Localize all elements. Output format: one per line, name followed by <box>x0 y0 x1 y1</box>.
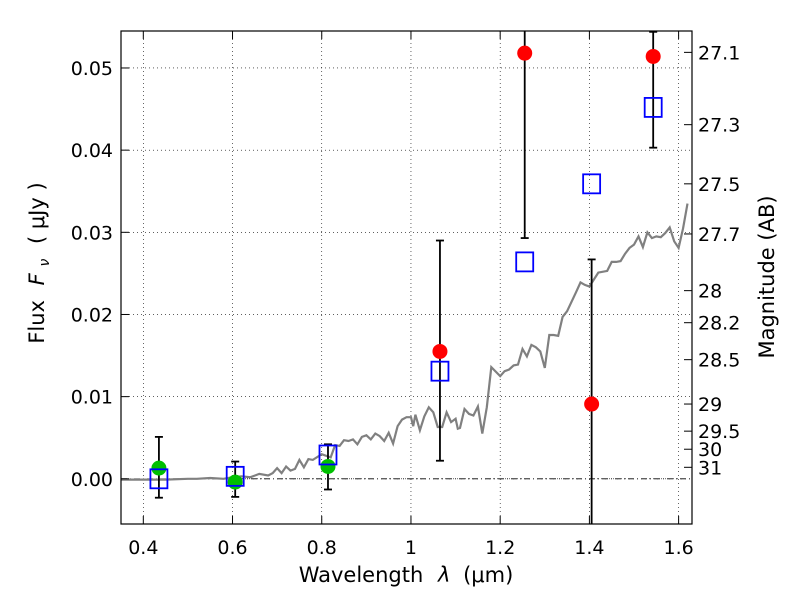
model_photometry-point <box>582 173 602 195</box>
green_detections-point <box>320 458 336 474</box>
y2-tick-label: 31 <box>698 457 722 479</box>
y-axis-label-symbol: F <box>25 272 49 285</box>
red_detections-point <box>432 343 448 359</box>
model_photometry-point <box>515 251 535 273</box>
model_photometry-point <box>149 468 169 490</box>
y-axis-label-unit: ( μJy ) <box>25 182 49 244</box>
x-tick-label: 1.4 <box>574 537 604 559</box>
x-axis-label: Wavelength λ (μm) <box>299 563 514 587</box>
x-axis-label-prefix: Wavelength <box>299 563 424 587</box>
green_detections-point <box>227 474 243 490</box>
x-tick-label: 1 <box>405 537 417 559</box>
model_photometry-point <box>225 465 245 487</box>
y-tick-label: 0.01 <box>71 387 113 409</box>
y2-tick-label: 30 <box>698 439 722 461</box>
x-axis-label-symbol: λ <box>437 563 450 587</box>
y-tick-label: 0.02 <box>71 304 113 326</box>
x-tick-label: 1.6 <box>664 537 694 559</box>
y2-tick-label: 27.1 <box>698 42 740 64</box>
x-axis-label-unit: (μm) <box>463 563 513 587</box>
model_photometry-point <box>430 360 450 382</box>
red_detections-point <box>584 396 600 412</box>
y2-axis-label: Magnitude (AB) <box>755 195 779 358</box>
red_detections-point <box>517 45 533 61</box>
y2-tick-label: 29 <box>698 394 722 416</box>
y-axis-label: Flux F ν ( μJy ) <box>25 182 54 343</box>
y2-tick-label: 28 <box>698 281 722 303</box>
x-tick-label: 0.6 <box>217 537 247 559</box>
y-tick-label: 0.05 <box>71 58 113 80</box>
x-tick-label: 0.4 <box>128 537 158 559</box>
model_photometry-point <box>643 97 663 118</box>
grid-layer <box>121 31 692 524</box>
y-tick-label: 0.00 <box>71 469 113 491</box>
green_detections-point <box>151 460 167 476</box>
y2-tick-label: 27.7 <box>698 224 740 246</box>
errorbar-layer <box>154 30 658 524</box>
tick-layer: 0.4 0.6 0.8 1 1.2 1.4 1.6 0.00 0.01 0.02 0.03 0.04 0… <box>71 31 740 559</box>
y2-tick-label: 29.5 <box>698 421 740 443</box>
y2-tick-label: 27.3 <box>698 115 740 137</box>
y-axis-label-subscript: ν <box>37 259 53 267</box>
y-axis-label-prefix: Flux <box>25 300 49 344</box>
y2-tick-label: 28.2 <box>698 313 740 335</box>
x-tick-label: 0.8 <box>307 537 337 559</box>
model-sed-line <box>121 203 689 481</box>
marker-layer <box>149 45 663 490</box>
red_detections-point <box>645 48 661 64</box>
y-tick-label: 0.03 <box>71 222 113 244</box>
plot-frame <box>120 30 693 525</box>
x-tick-label: 1.2 <box>485 537 515 559</box>
model_photometry-point <box>318 444 338 466</box>
y2-tick-label: 27.5 <box>698 174 740 196</box>
y-tick-label: 0.04 <box>71 140 113 162</box>
y2-tick-label: 28.5 <box>698 350 740 372</box>
